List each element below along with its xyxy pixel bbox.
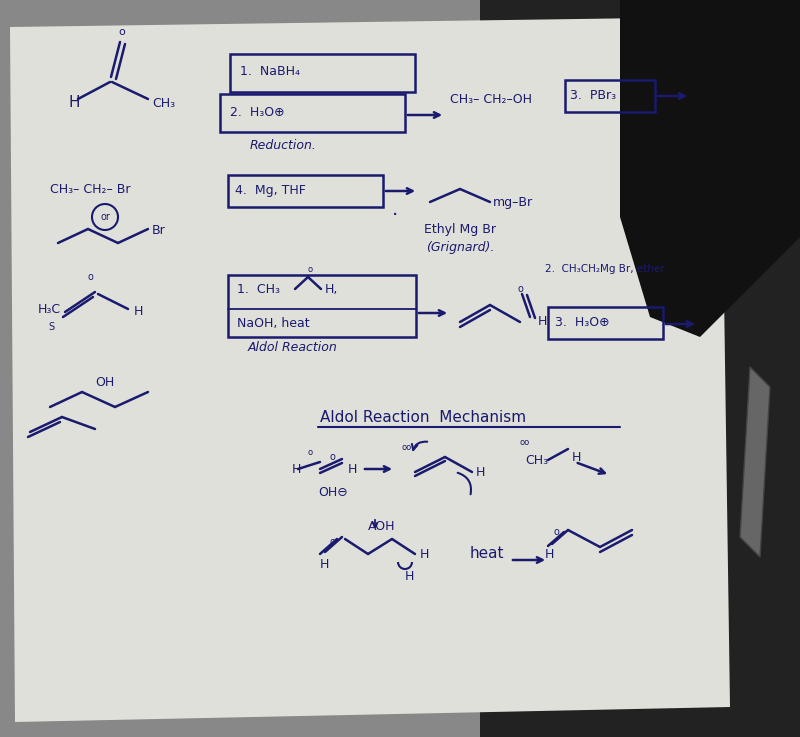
Text: Aldol Reaction: Aldol Reaction [248,340,338,354]
Text: o: o [553,527,559,537]
Bar [228,275,416,337]
Text: o: o [330,537,336,547]
Text: H,: H, [325,282,338,296]
Text: (Grignard).: (Grignard). [426,240,494,254]
Text: heat: heat [470,547,505,562]
Text: H: H [545,548,554,562]
Polygon shape [740,367,770,557]
Text: CH₃: CH₃ [152,97,175,110]
Text: H: H [476,466,486,478]
Text: 1.  CH₃: 1. CH₃ [237,282,280,296]
Text: H: H [538,315,547,327]
Text: .: . [392,200,398,218]
Text: 4.  Mg, THF: 4. Mg, THF [235,184,306,197]
Text: o: o [518,284,524,294]
Text: o: o [308,265,313,273]
Bar [548,307,663,339]
Text: 2.  CH₃CH₂Mg Br, ether: 2. CH₃CH₂Mg Br, ether [545,264,665,274]
Text: oo: oo [520,438,530,447]
Text: o: o [308,447,313,456]
Text: OH: OH [95,375,114,388]
Polygon shape [10,17,730,722]
Text: Ethyl Mg Br: Ethyl Mg Br [424,223,496,236]
Text: S: S [48,322,54,332]
Text: NaOH, heat: NaOH, heat [237,316,310,329]
Text: CH₃: CH₃ [525,453,548,467]
Text: 1.  NaBH₄: 1. NaBH₄ [240,65,300,77]
Polygon shape [0,0,480,737]
Text: H: H [405,570,414,584]
Text: o: o [330,452,336,462]
Text: H: H [320,559,330,571]
Text: H: H [134,304,143,318]
Text: Aldol Reaction  Mechanism: Aldol Reaction Mechanism [320,410,526,425]
Text: H: H [292,463,302,475]
Polygon shape [620,0,800,337]
Text: o: o [118,27,125,37]
Text: 3.  PBr₃: 3. PBr₃ [570,88,616,102]
Text: H: H [68,94,79,110]
Bar [565,80,655,112]
Text: H: H [420,548,430,561]
Polygon shape [480,0,800,737]
Text: OH⊖: OH⊖ [318,486,348,498]
Bar [220,94,405,132]
Text: or: or [100,212,110,222]
Text: o: o [88,272,94,282]
Text: CH₃– CH₂– Br: CH₃– CH₂– Br [50,183,130,195]
Text: H: H [572,450,582,464]
Text: Br: Br [152,223,166,237]
Text: Reduction.: Reduction. [250,139,317,152]
Text: AOH: AOH [368,520,395,534]
Text: H: H [348,463,358,475]
Text: mg–Br: mg–Br [493,195,533,209]
Text: 3.  H₃O⊕: 3. H₃O⊕ [555,315,610,329]
Bar [230,54,415,92]
Text: CH₃– CH₂–OH: CH₃– CH₂–OH [450,93,532,105]
Bar [228,175,383,207]
Text: oo: oo [402,442,412,452]
Text: H₃C: H₃C [38,302,61,315]
Text: 2.  H₃O⊕: 2. H₃O⊕ [230,105,285,119]
